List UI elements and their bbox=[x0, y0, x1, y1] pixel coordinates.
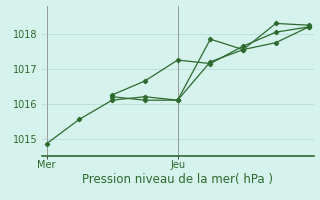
X-axis label: Pression niveau de la mer( hPa ): Pression niveau de la mer( hPa ) bbox=[82, 173, 273, 186]
